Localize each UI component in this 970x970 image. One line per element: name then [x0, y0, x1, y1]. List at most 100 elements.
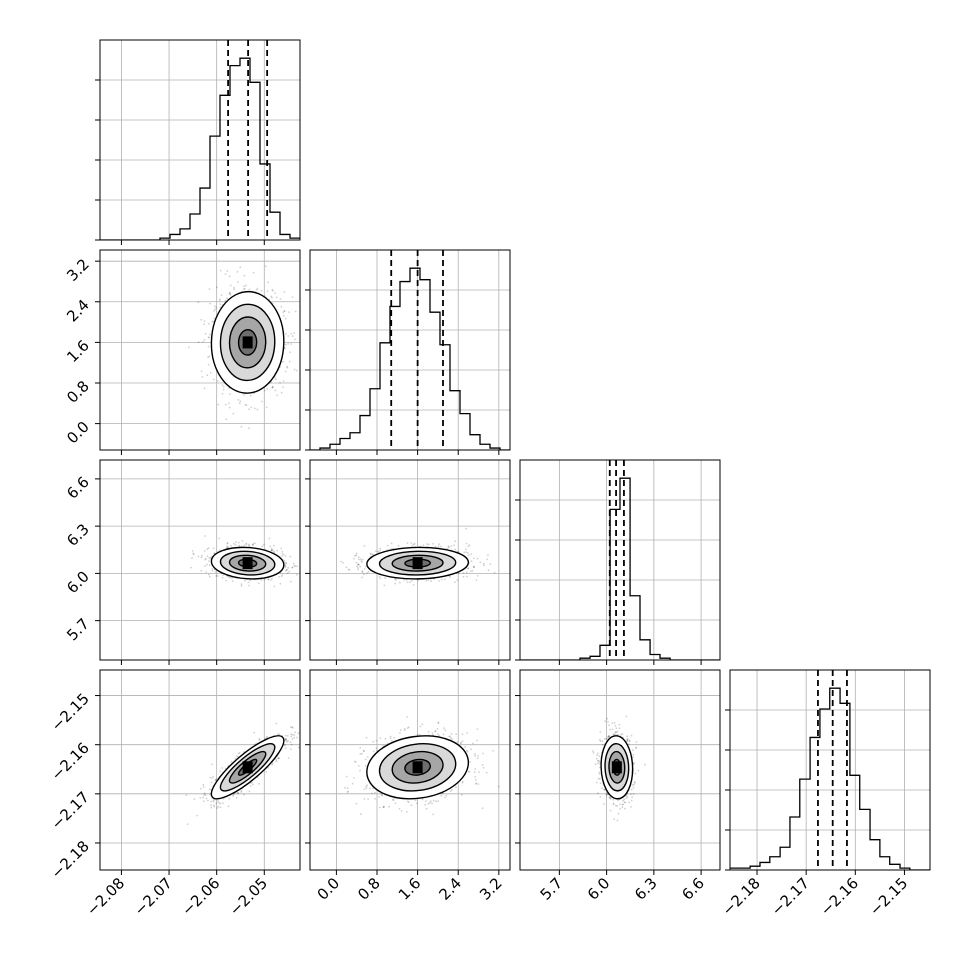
scatter-point	[214, 308, 217, 311]
scatter-point	[240, 583, 243, 586]
scatter-point	[437, 722, 440, 724]
scatter-point	[291, 566, 294, 569]
scatter-point	[473, 557, 475, 560]
panel-frame	[309, 459, 511, 661]
scatter-point	[287, 757, 290, 759]
scatter-point	[461, 781, 464, 784]
scatter-point	[206, 548, 209, 551]
density-peak	[242, 557, 253, 570]
scatter-point	[207, 547, 210, 550]
scatter-point	[240, 584, 243, 587]
scatter-point	[229, 393, 231, 395]
scatter-point	[296, 736, 298, 739]
scatter-point	[218, 801, 220, 804]
scatter-point	[466, 552, 469, 554]
scatter-point	[284, 738, 287, 741]
scatter-point	[261, 545, 264, 548]
scatter-point	[476, 757, 479, 760]
scatter-point	[417, 579, 419, 582]
scatter-point	[290, 332, 293, 335]
scatter-point	[258, 738, 261, 740]
scatter-point	[487, 569, 490, 572]
scatter-point	[215, 575, 218, 577]
scatter-point	[281, 574, 284, 576]
scatter-point	[196, 814, 199, 817]
scatter-point	[473, 566, 475, 569]
scatter-point	[421, 798, 424, 801]
panel-content	[100, 40, 300, 240]
scatter-point	[251, 781, 253, 784]
scatter-point	[432, 543, 434, 545]
scatter-point	[293, 368, 296, 371]
scatter-point	[465, 542, 468, 545]
scatter-point	[212, 800, 215, 803]
scatter-point	[289, 351, 292, 354]
scatter-point	[247, 581, 250, 584]
scatter-point	[237, 791, 240, 794]
scatter-point	[379, 549, 382, 552]
scatter-point	[215, 778, 218, 780]
scatter-point	[340, 560, 342, 563]
scatter-point	[361, 571, 364, 573]
scatter-point	[378, 575, 381, 578]
scatter-point	[260, 289, 263, 292]
panel-content	[100, 670, 300, 870]
scatter-point	[273, 544, 275, 547]
scatter-point	[492, 749, 495, 752]
scatter-point	[470, 553, 473, 555]
scatter-point	[253, 731, 256, 734]
scatter-point	[211, 320, 214, 323]
scatter-point	[210, 781, 213, 784]
scatter-point	[248, 288, 251, 291]
scatter-point	[191, 557, 193, 560]
scatter-point	[276, 394, 279, 397]
scatter-point	[294, 310, 297, 313]
scatter-point	[238, 751, 241, 754]
scatter-point	[473, 771, 476, 774]
scatter-point	[229, 284, 232, 287]
scatter-point	[280, 575, 283, 578]
density-peak	[242, 336, 253, 349]
scatter-point	[268, 537, 271, 540]
scatter-point	[465, 527, 467, 530]
scatter-point	[280, 391, 283, 394]
scatter-point	[463, 551, 466, 554]
scatter-point	[212, 799, 215, 801]
scatter-point	[284, 370, 287, 373]
scatter-point	[271, 762, 274, 765]
scatter-point	[454, 581, 456, 583]
scatter-point	[284, 569, 287, 572]
scatter-point	[214, 779, 217, 781]
scatter-point	[204, 332, 207, 335]
scatter-point	[221, 392, 224, 395]
scatter-point	[215, 286, 218, 289]
scatter-point	[244, 579, 247, 582]
scatter-point	[369, 552, 372, 555]
scatter-point	[356, 565, 358, 568]
scatter-point	[358, 563, 360, 566]
scatter-point	[261, 400, 263, 403]
scatter-point	[234, 543, 237, 546]
scatter-point	[286, 365, 288, 368]
scatter-point	[263, 389, 266, 392]
scatter-point	[277, 733, 279, 735]
scatter-point	[253, 407, 256, 410]
scatter-point	[199, 797, 202, 799]
scatter-point	[186, 823, 189, 825]
scatter-point	[199, 787, 202, 790]
scatter-point	[266, 388, 269, 390]
scatter-point	[290, 733, 292, 736]
scatter-point	[216, 575, 219, 577]
scatter-point	[220, 294, 223, 296]
scatter-point	[213, 804, 215, 807]
scatter-point	[243, 394, 245, 396]
scatter-point	[209, 302, 211, 305]
histogram-panel-p0	[95, 39, 301, 245]
panel-frame	[99, 459, 301, 661]
histogram-panel-p1	[305, 249, 511, 455]
scatter-point	[291, 726, 294, 729]
scatter-point	[479, 561, 482, 564]
scatter-point	[462, 575, 465, 578]
scatter-point	[227, 546, 229, 549]
